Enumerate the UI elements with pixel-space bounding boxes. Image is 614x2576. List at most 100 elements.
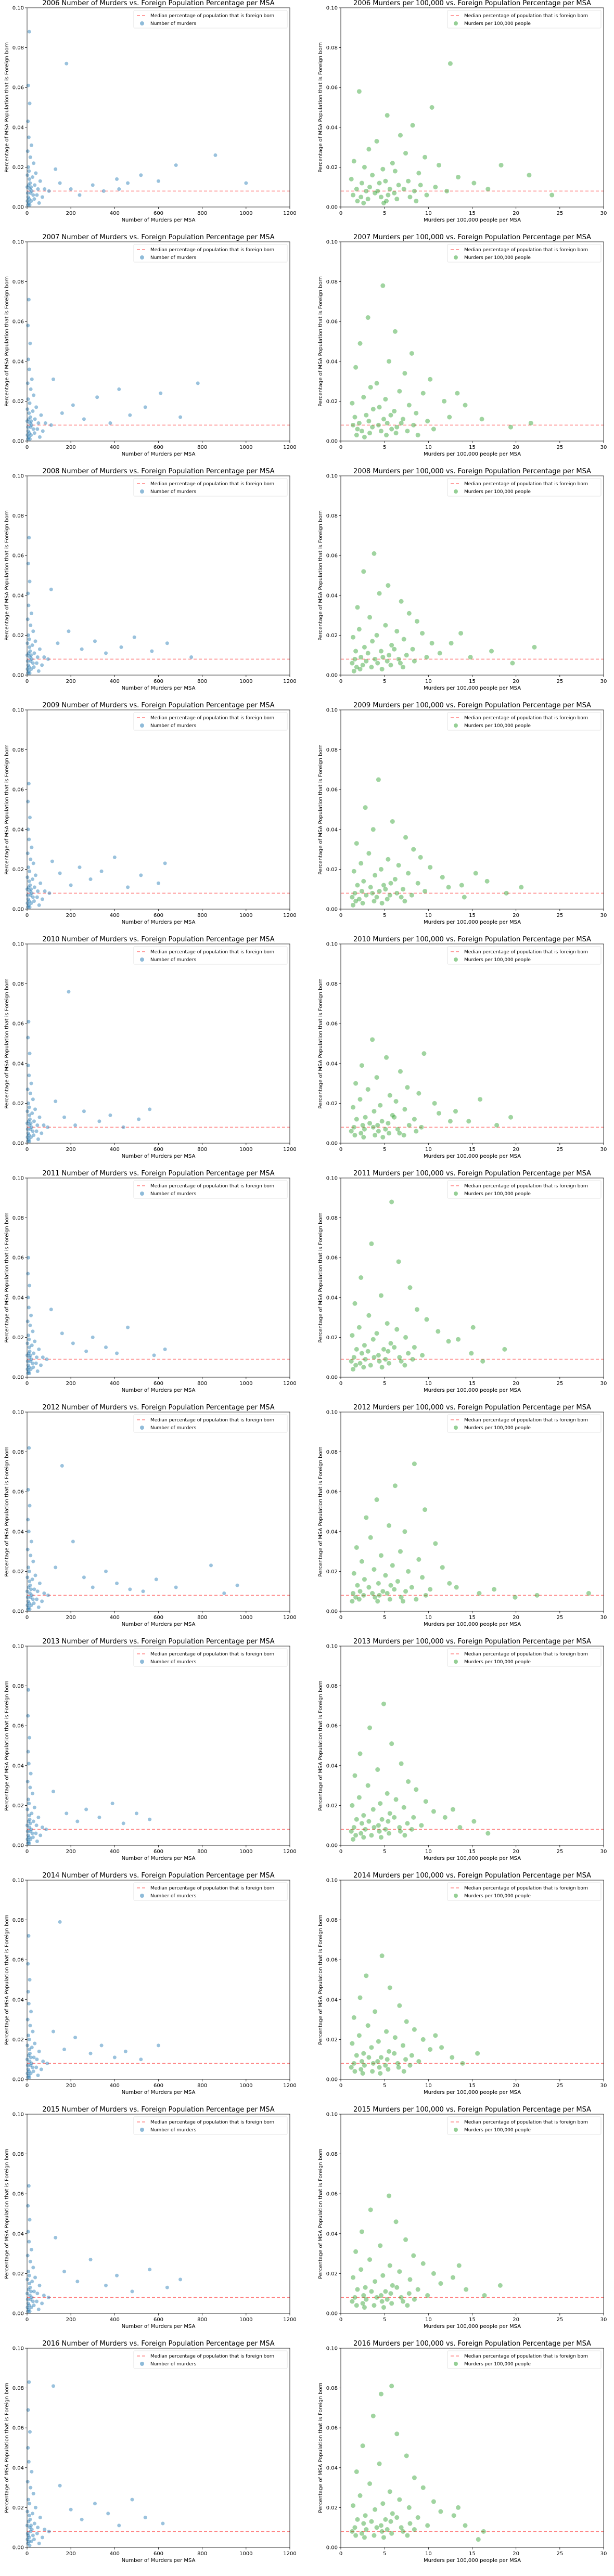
y-axis-label: Percentage of MSA Population that is For… <box>4 2148 10 2279</box>
data-point <box>363 2285 368 2290</box>
y-tick-label: 0.06 <box>12 2426 24 2431</box>
data-point <box>27 1839 31 1843</box>
data-point <box>25 875 30 879</box>
data-point <box>356 897 362 902</box>
x-tick-label: 25 <box>556 2083 563 2089</box>
data-point <box>29 2306 33 2310</box>
data-point <box>88 2051 93 2055</box>
y-tick-label: 0.10 <box>12 240 24 245</box>
data-point <box>157 881 160 885</box>
data-point <box>381 883 386 888</box>
data-point <box>405 1085 410 1090</box>
legend-series-swatch <box>454 1192 458 1196</box>
x-tick-label: 30 <box>600 1615 607 1621</box>
data-point <box>379 667 385 672</box>
data-point <box>389 2384 394 2389</box>
data-point <box>384 1055 389 1060</box>
data-point <box>60 1331 64 1336</box>
data-point <box>444 188 450 193</box>
data-point <box>29 2247 33 2251</box>
x-tick-label: 0 <box>25 913 29 918</box>
data-point <box>372 2303 377 2308</box>
data-point <box>379 2299 385 2304</box>
data-point <box>71 1539 75 1544</box>
data-point <box>30 1577 34 1582</box>
data-point <box>27 411 31 415</box>
data-point <box>392 1115 397 1120</box>
data-point <box>350 400 355 406</box>
data-point <box>351 2015 356 2020</box>
data-point <box>418 855 423 860</box>
data-point <box>27 1255 31 1260</box>
data-point <box>377 1358 382 1364</box>
data-point <box>25 1088 30 1092</box>
data-point <box>28 1817 32 1821</box>
data-point <box>25 2017 30 2022</box>
data-point <box>392 877 398 882</box>
data-point <box>31 2065 35 2069</box>
data-point <box>370 407 376 412</box>
data-point <box>398 133 403 138</box>
data-point <box>385 1321 390 1326</box>
chart-panel: 2012 Number of Murders vs. Foreign Popul… <box>4 1404 297 1627</box>
data-point <box>71 1341 75 1345</box>
data-point <box>464 2287 469 2292</box>
data-point <box>388 412 393 418</box>
data-point <box>368 385 373 390</box>
data-point <box>447 415 452 420</box>
data-point <box>378 866 383 872</box>
legend-median-label: Median percentage of population that is … <box>464 14 588 19</box>
data-point <box>368 885 373 890</box>
data-point <box>360 663 365 668</box>
data-point <box>29 2486 33 2490</box>
data-point <box>381 1347 386 1352</box>
x-tick-label: 1000 <box>239 679 252 684</box>
y-tick-label: 0.02 <box>12 399 24 405</box>
y-tick-label: 0.04 <box>326 827 338 833</box>
data-point <box>30 643 34 648</box>
legend-median-label: Median percentage of population that is … <box>150 2120 274 2125</box>
data-point <box>159 391 163 395</box>
data-point <box>32 1133 36 1137</box>
data-point <box>27 603 31 607</box>
data-point <box>35 2292 40 2296</box>
legend: Median percentage of population that is … <box>133 1414 288 1433</box>
x-axis-label: Murders per 100,000 people per MSA <box>424 920 521 925</box>
x-tick-label: 200 <box>66 1147 76 1153</box>
data-point <box>29 1603 33 1608</box>
x-axis-label: Murders per 100,000 people per MSA <box>424 1154 521 1159</box>
data-point <box>412 1117 417 1122</box>
data-point <box>40 1131 44 1135</box>
data-point <box>385 897 390 902</box>
y-tick-label: 0.06 <box>326 1255 338 1261</box>
data-point <box>356 1325 362 1330</box>
data-point <box>128 1587 132 1591</box>
data-point <box>359 2267 364 2272</box>
data-point <box>30 423 34 427</box>
data-point <box>39 1833 43 1837</box>
data-point <box>360 2443 365 2449</box>
legend-series-label: Number of murders <box>150 1660 197 1665</box>
y-axis-label: Percentage of MSA Population that is For… <box>4 276 10 407</box>
data-point <box>385 1791 390 1796</box>
data-point <box>363 2513 368 2518</box>
y-tick-label: 0.08 <box>326 45 338 51</box>
y-tick-label: 0.02 <box>12 2271 24 2277</box>
x-tick-label: 20 <box>513 211 519 216</box>
data-point <box>27 1797 31 1802</box>
data-point <box>373 2009 378 2014</box>
y-tick-label: 0.00 <box>326 673 338 679</box>
data-point <box>32 393 36 397</box>
data-point <box>28 2282 32 2286</box>
plot-frame <box>340 1646 604 1846</box>
y-tick-label: 0.02 <box>326 1101 338 1107</box>
data-point <box>350 2299 355 2304</box>
data-point <box>27 2184 31 2188</box>
x-tick-label: 600 <box>154 2551 163 2557</box>
x-tick-label: 800 <box>197 2083 207 2089</box>
x-tick-label: 0 <box>25 679 29 684</box>
y-tick-label: 0.06 <box>12 319 24 325</box>
y-axis-label: Percentage of MSA Population that is For… <box>318 1212 324 1343</box>
data-point <box>372 551 377 556</box>
data-point <box>374 2525 379 2530</box>
